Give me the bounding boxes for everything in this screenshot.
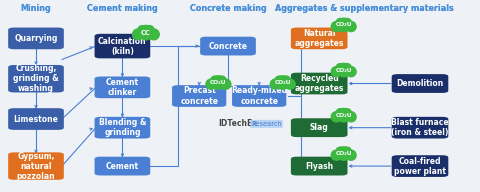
Text: Ready-mixed
concrete: Ready-mixed concrete — [231, 86, 287, 106]
Ellipse shape — [331, 150, 341, 160]
Ellipse shape — [336, 109, 345, 118]
Text: Concrete: Concrete — [208, 42, 248, 50]
Text: Flyash: Flyash — [305, 162, 333, 170]
Ellipse shape — [145, 26, 154, 35]
Text: CO₂U: CO₂U — [336, 68, 352, 73]
Ellipse shape — [211, 76, 219, 85]
Ellipse shape — [331, 112, 341, 122]
Text: Blending &
grinding: Blending & grinding — [99, 118, 146, 137]
Ellipse shape — [331, 67, 341, 77]
Ellipse shape — [132, 29, 144, 40]
Ellipse shape — [336, 18, 345, 27]
Text: Limestone: Limestone — [13, 115, 59, 123]
Text: Cement making: Cement making — [87, 4, 158, 13]
Text: Calcination
(kiln): Calcination (kiln) — [98, 36, 147, 56]
Ellipse shape — [337, 18, 350, 32]
Text: Slag: Slag — [310, 123, 329, 132]
Ellipse shape — [212, 76, 225, 89]
Text: Precast
concrete: Precast concrete — [180, 86, 218, 106]
Ellipse shape — [343, 109, 351, 118]
Ellipse shape — [276, 76, 289, 89]
Ellipse shape — [337, 108, 350, 122]
Text: CO₂U: CO₂U — [275, 80, 291, 85]
Ellipse shape — [337, 63, 350, 77]
FancyBboxPatch shape — [172, 85, 227, 107]
Ellipse shape — [217, 76, 226, 85]
Text: Cement
clinker: Cement clinker — [106, 78, 139, 97]
FancyBboxPatch shape — [95, 34, 150, 58]
Ellipse shape — [270, 79, 280, 89]
FancyBboxPatch shape — [200, 37, 256, 55]
Text: CO₂U: CO₂U — [336, 22, 352, 27]
Text: Mining: Mining — [21, 4, 51, 13]
Ellipse shape — [336, 147, 345, 156]
FancyBboxPatch shape — [8, 65, 64, 93]
FancyBboxPatch shape — [232, 85, 286, 107]
Text: Gypsum,
natural
pozzolan: Gypsum, natural pozzolan — [17, 151, 55, 181]
Text: Blast furnace
(iron & steel): Blast furnace (iron & steel) — [391, 118, 449, 137]
Ellipse shape — [138, 26, 147, 35]
Text: IDTechEx: IDTechEx — [218, 119, 258, 128]
FancyBboxPatch shape — [291, 27, 348, 49]
Text: CC: CC — [141, 30, 151, 36]
FancyBboxPatch shape — [291, 157, 348, 175]
Ellipse shape — [139, 26, 153, 40]
Text: Recycled
aggregates: Recycled aggregates — [295, 74, 344, 93]
Ellipse shape — [331, 22, 341, 32]
FancyBboxPatch shape — [392, 117, 448, 139]
Text: CO₂U: CO₂U — [336, 113, 352, 118]
Ellipse shape — [346, 67, 356, 77]
Text: Crushing,
grinding &
washing: Crushing, grinding & washing — [13, 64, 59, 93]
Text: Aggregates & supplementary materials: Aggregates & supplementary materials — [276, 4, 454, 13]
FancyBboxPatch shape — [291, 73, 348, 94]
Text: Concrete making: Concrete making — [190, 4, 266, 13]
FancyBboxPatch shape — [95, 117, 150, 139]
FancyBboxPatch shape — [8, 27, 64, 49]
FancyBboxPatch shape — [392, 155, 448, 177]
Ellipse shape — [206, 79, 216, 89]
Ellipse shape — [337, 147, 350, 160]
Text: Quarrying: Quarrying — [14, 34, 58, 43]
FancyBboxPatch shape — [95, 157, 150, 175]
Ellipse shape — [336, 64, 345, 72]
Ellipse shape — [221, 79, 231, 89]
FancyBboxPatch shape — [8, 108, 64, 130]
Text: CO₂U: CO₂U — [336, 151, 352, 156]
Text: Demolition: Demolition — [396, 79, 444, 88]
Text: Mining: Mining — [21, 4, 51, 13]
Ellipse shape — [282, 76, 290, 85]
Text: Aggregates & supplementary materials: Aggregates & supplementary materials — [276, 4, 454, 13]
FancyBboxPatch shape — [95, 77, 150, 98]
Text: Natural
aggregates: Natural aggregates — [295, 29, 344, 48]
Text: Coal-fired
power plant: Coal-fired power plant — [394, 156, 446, 176]
Text: Concrete making: Concrete making — [190, 4, 266, 13]
FancyBboxPatch shape — [392, 74, 448, 93]
Ellipse shape — [148, 29, 159, 40]
Ellipse shape — [343, 18, 351, 27]
Ellipse shape — [343, 147, 351, 156]
Text: Cement: Cement — [106, 162, 139, 170]
FancyBboxPatch shape — [291, 118, 348, 137]
Ellipse shape — [346, 22, 356, 32]
Ellipse shape — [346, 150, 356, 160]
Text: CO₂U: CO₂U — [210, 80, 227, 85]
Ellipse shape — [346, 112, 356, 122]
Ellipse shape — [285, 79, 295, 89]
Text: Research: Research — [251, 121, 282, 127]
FancyBboxPatch shape — [8, 152, 64, 180]
Ellipse shape — [343, 64, 351, 72]
Ellipse shape — [275, 76, 284, 85]
Text: Cement making: Cement making — [87, 4, 158, 13]
